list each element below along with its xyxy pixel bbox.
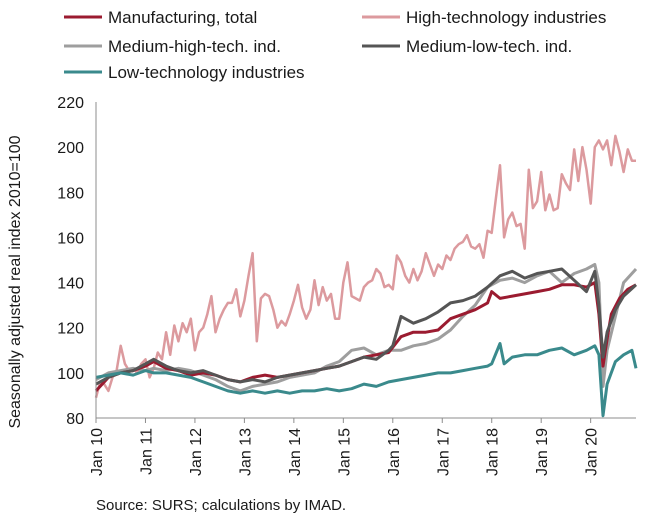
series-lines <box>94 134 638 418</box>
x-tick-label: Jan 19 <box>534 428 551 476</box>
x-tick-label: Jan 18 <box>485 428 502 476</box>
series-line-0 <box>94 281 637 392</box>
legend-item: High-technology industries <box>362 8 606 27</box>
x-tick-label: Jan 20 <box>584 428 601 476</box>
x-tick-label: Jan 14 <box>287 428 304 476</box>
x-tick-label: Jan 10 <box>89 428 106 476</box>
legend-item: Low-technology industries <box>64 63 305 82</box>
x-tick-label: Jan 12 <box>188 428 205 476</box>
x-tick-label: Jan 16 <box>386 428 403 476</box>
y-tick-label: 160 <box>57 230 84 247</box>
y-tick-label: 140 <box>57 276 84 293</box>
x-tick-labels: Jan 10 Jan 11 Jan 12 Jan 13 Jan 14 Jan 15 Jan … <box>89 418 601 476</box>
axes <box>95 102 636 419</box>
y-tick-label: 120 <box>57 321 84 338</box>
series-line-1 <box>94 134 636 399</box>
x-tick-label: Jan 17 <box>435 428 452 476</box>
legend-label: High-technology industries <box>406 8 606 27</box>
y-tick-label: 180 <box>57 185 84 202</box>
x-tick-label: Jan 15 <box>336 428 353 476</box>
x-tick-label: Jan 13 <box>237 428 254 476</box>
legend-label: Manufacturing, total <box>108 8 257 27</box>
y-tick-label: 220 <box>57 95 84 112</box>
y-tick-label: 80 <box>66 411 84 428</box>
legend-label: Medium-high-tech. ind. <box>108 37 281 56</box>
legend-item: Medium-high-tech. ind. <box>64 37 281 56</box>
legend-label: Medium-low-tech. ind. <box>406 37 572 56</box>
y-tick-labels: 80 100 120 140 160 180 200 220 <box>57 95 84 428</box>
y-axis-label: Seasonally adjusted real index 2010=100 <box>7 135 24 428</box>
legend-item: Medium-low-tech. ind. <box>362 37 572 56</box>
series-line-4 <box>95 342 638 418</box>
legend: Manufacturing, total High-technology indu… <box>64 8 606 82</box>
y-tick-label: 100 <box>57 366 84 383</box>
legend-label: Low-technology industries <box>108 63 305 82</box>
x-tick-label: Jan 11 <box>138 428 155 475</box>
series-line-3 <box>95 267 638 386</box>
legend-item: Manufacturing, total <box>64 8 257 27</box>
y-tick-label: 200 <box>57 140 84 157</box>
source-note: Source: SURS; calculations by IMAD. <box>96 497 347 514</box>
